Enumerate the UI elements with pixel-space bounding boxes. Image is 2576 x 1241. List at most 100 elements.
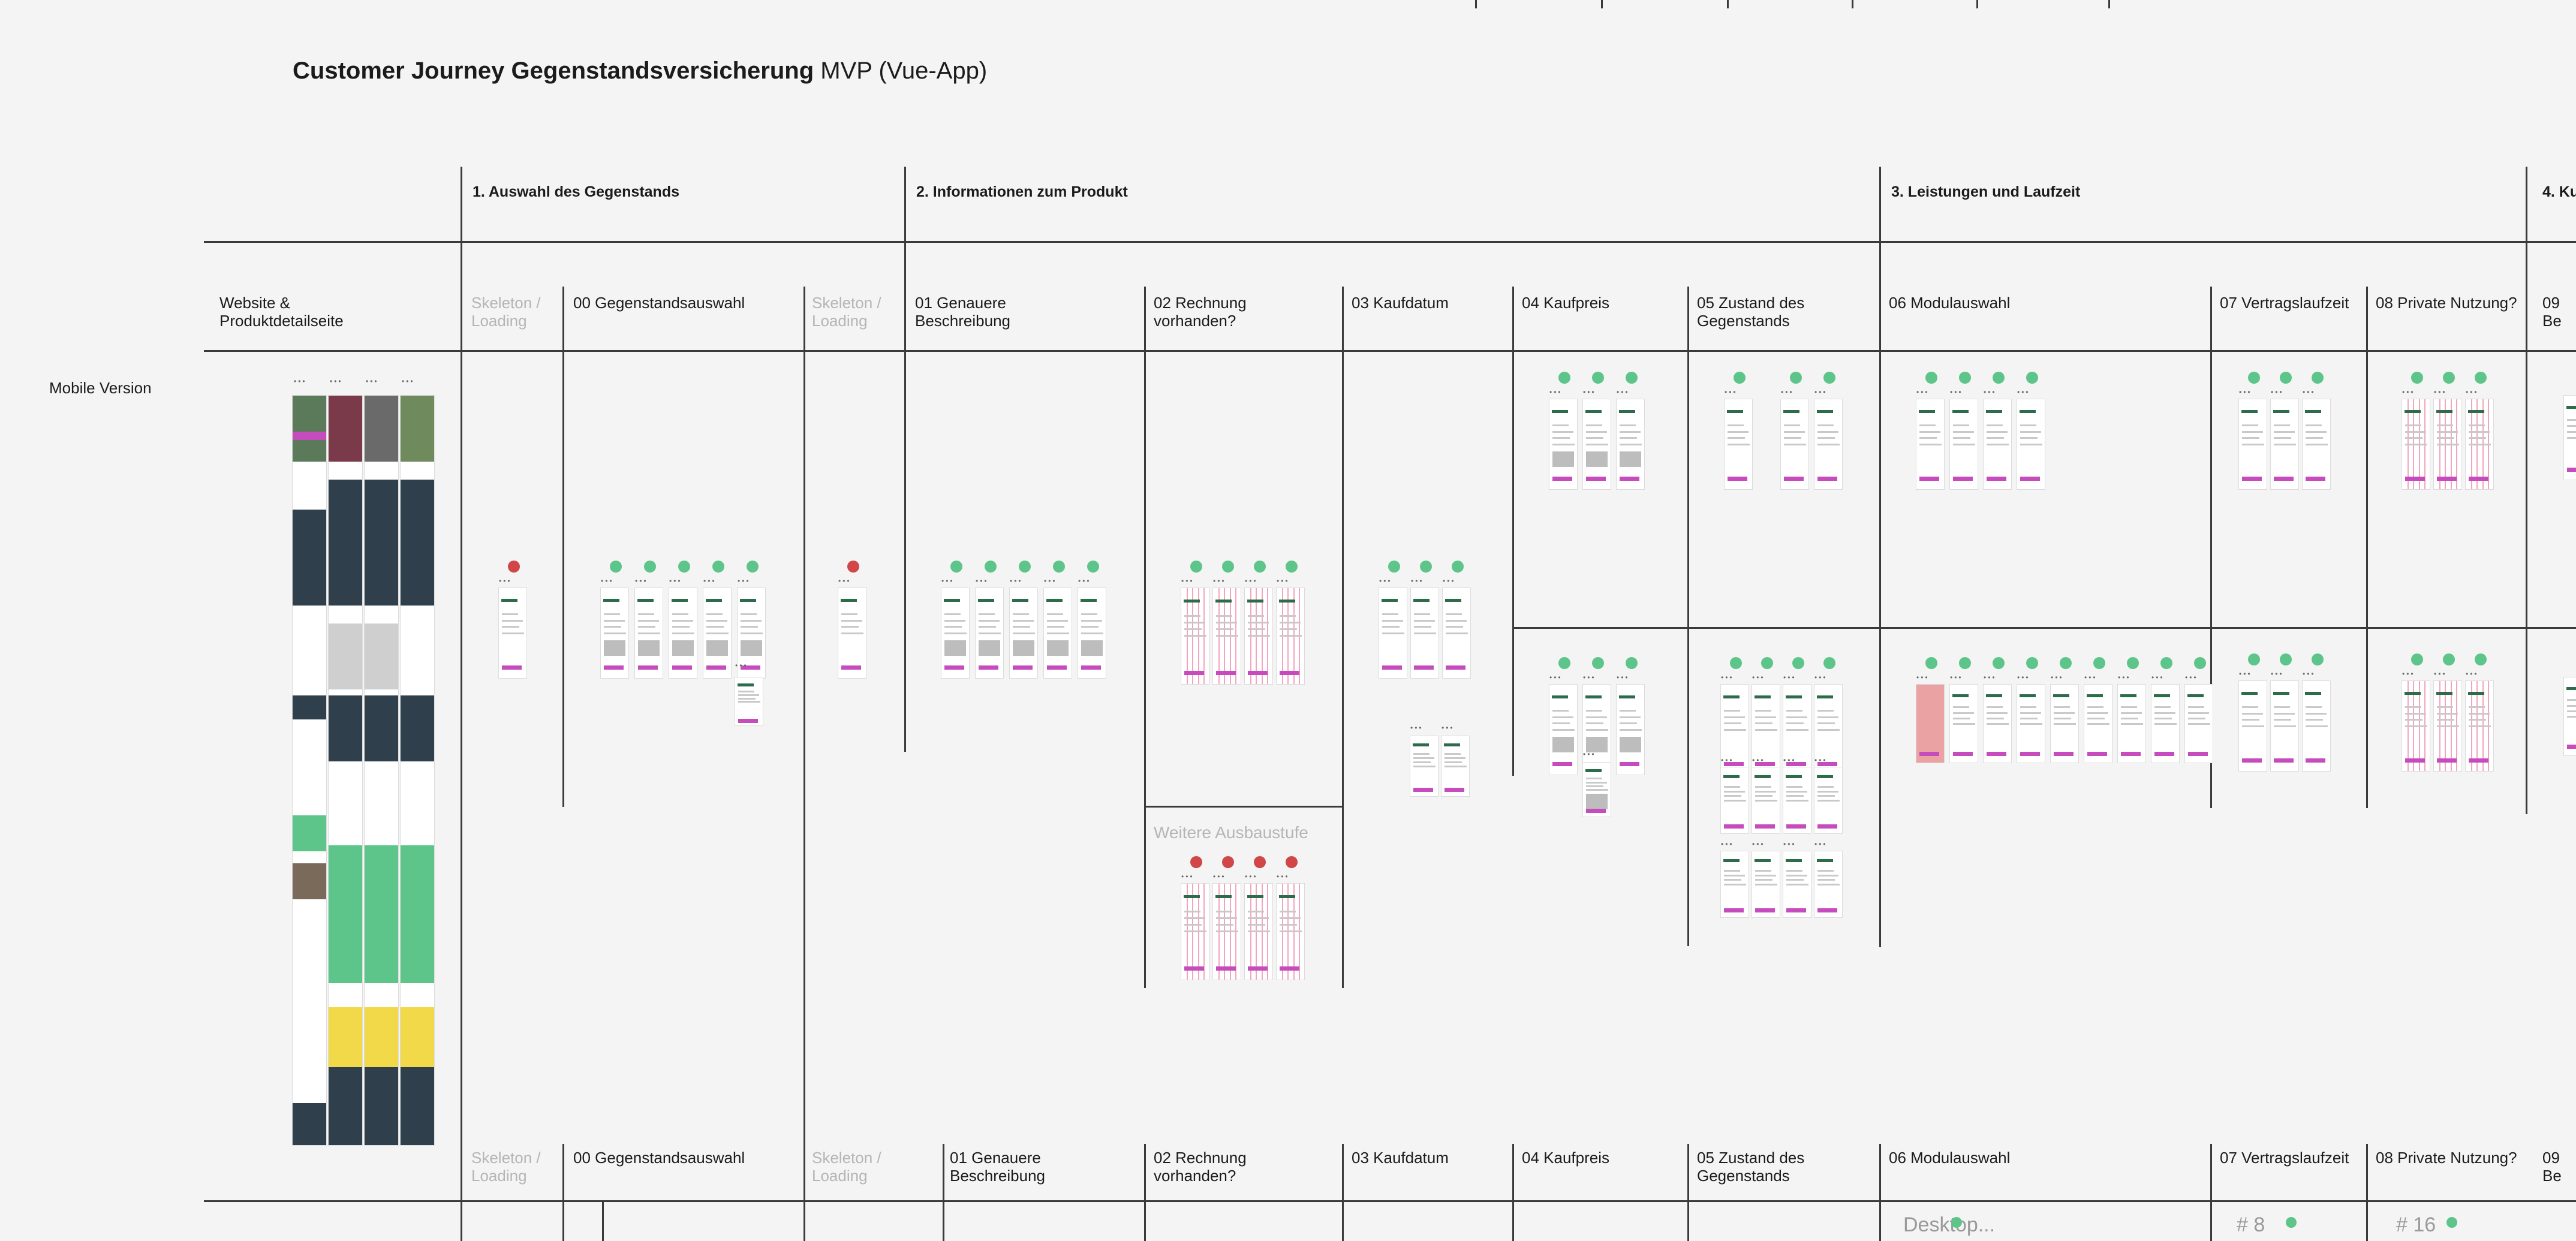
status-dot-ok [950,561,962,573]
screen-cta [706,665,726,670]
screen-cta [2120,751,2141,756]
screen-text-line [2566,436,2576,439]
screen-text-line [1755,710,1772,712]
step-header-website: Website & Produktdetailseite [219,294,344,330]
screen-heading [2241,410,2258,413]
screen-text-line [841,632,863,634]
screen-text-line [2305,437,2324,439]
screen-text-line [1585,789,1608,791]
screen-heading [1585,695,1602,698]
screen-text-line [2405,424,2422,426]
screen-text-line [2305,706,2322,708]
screen-text-line [2436,706,2454,708]
grid-line-variant [1512,627,2576,629]
screen-text-line [2468,706,2485,708]
screen-text-line [1817,443,1840,445]
mobile-screen [1245,884,1272,980]
ruler-tick [2108,0,2110,8]
screen-text-line [1585,710,1603,712]
mobile-screen [1277,588,1304,684]
screen-image [978,640,1001,656]
screen-heading [1783,410,1800,413]
screen-text-line [1279,910,1296,912]
screen-text-line [1755,869,1772,872]
screen-text-line [1755,716,1776,718]
screen-text-line [1755,790,1776,793]
screen-text-line [2120,712,2142,714]
screen-text-line [1783,424,1801,426]
screen-cta [1413,665,1434,670]
frame-dots: ••• [1245,872,1258,881]
mobile-screen [1781,399,1808,489]
step-divider [1342,1144,1344,1241]
frame-dots: ••• [2271,670,2284,678]
screen-text-line [1585,430,1607,433]
screen-text-line [2566,710,2576,712]
frame-dots: ••• [601,577,614,585]
screen-heading [1445,599,1462,602]
screen-text-line [1046,619,1068,622]
mobile-screen [2239,681,2267,771]
mobile-screen [1916,399,1944,489]
frame-dots: ••• [2271,388,2284,396]
screen-text-line [1619,722,1638,724]
footer-step-03: 03 Kaufdatum [1352,1149,1449,1167]
screen-text-line [2020,443,2042,445]
screen-text-line [1444,757,1465,759]
screen-text-line [2020,430,2041,433]
screen-cta [1919,751,1939,756]
screen-text-line [1184,615,1201,617]
screen-text-line [740,613,757,615]
mobile-screen [1379,588,1407,678]
screen-text-line [2405,719,2423,721]
mobile-screen [1752,685,1780,775]
screen-heading [501,599,518,602]
section-header-1: 1. Auswahl des Gegenstands [473,183,680,200]
screen-text-line [2187,712,2209,714]
screen-cta [1723,824,1744,829]
frame-dots: ••• [2118,673,2131,682]
mobile-screen [1245,588,1272,684]
screen-text-line [2405,437,2423,439]
frame-dots: ••• [294,377,307,385]
status-dot-ok [2248,372,2260,384]
screen-cta [1723,762,1744,766]
frame-dots: ••• [2434,670,2447,678]
screen-text-line [1215,917,1237,919]
screen-cta [637,665,658,670]
screen-text-line [2020,712,2041,714]
mobile-screen [1617,399,1644,489]
frame-dots: ••• [1721,673,1734,682]
status-dot-ok [2026,657,2038,669]
screen-text-line [2405,443,2427,445]
section-divider [461,167,462,1241]
step-divider [562,1144,564,1241]
screen-text-line [1444,761,1462,763]
frame-dots: ••• [1814,388,1828,396]
frame-dots: ••• [2017,673,2030,682]
screen-text-line [2436,712,2458,715]
screen-text-line [1585,778,1603,780]
screen-cta [1755,824,1775,829]
mobile-screen [1725,399,1752,489]
screen-heading [1247,600,1264,603]
mobile-screen [1950,685,1978,763]
status-dot-ok [1087,561,1099,573]
screen-heading [1247,895,1264,899]
screen-text-line [1952,706,1970,709]
mobile-screen [1783,685,1811,775]
status-dot-ok [712,561,724,573]
frame-dots: ••• [735,661,748,670]
screen-text-line [603,613,621,615]
screen-text-line [1215,628,1234,631]
screen-text-line [2468,725,2491,727]
screen-cta [1081,665,1101,670]
screen-text-line [738,697,756,700]
screen-heading [1726,410,1744,413]
screen-cta [2566,744,2576,749]
screen-heading [977,599,995,602]
footer-step-00: 00 Gegenstandsauswahl [573,1149,745,1167]
screen-image [740,640,763,656]
screen-cta [1986,751,2006,756]
screen-text-line [2120,706,2138,709]
